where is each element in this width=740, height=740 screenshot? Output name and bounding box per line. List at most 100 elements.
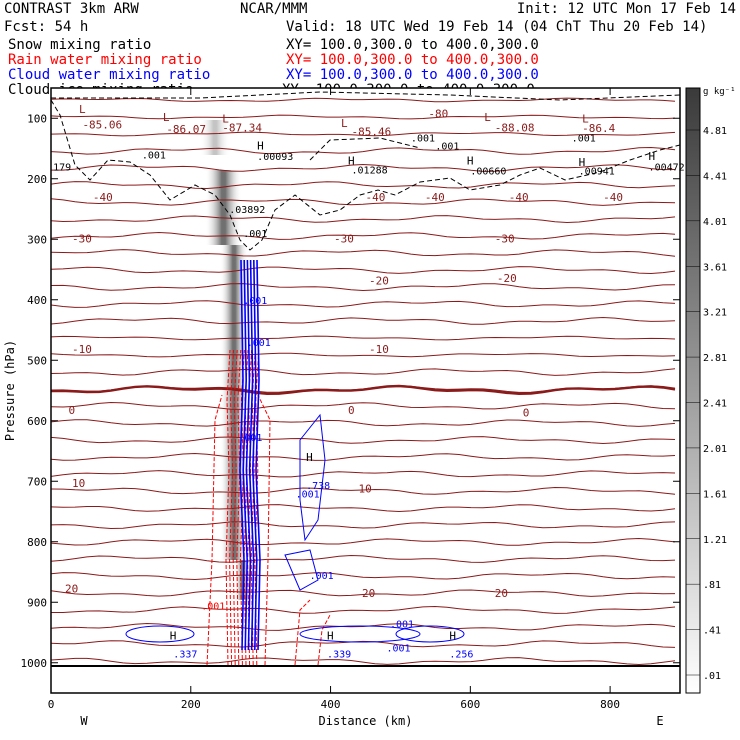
contour-value-label: .001: [243, 296, 267, 307]
contour-value-label: .256: [449, 650, 473, 661]
low-marker: L: [222, 112, 229, 125]
temperature-label: 10: [359, 483, 372, 496]
rain-contour: [294, 599, 311, 666]
x-tick-label: 400: [321, 698, 341, 711]
temperature-contour: [51, 640, 676, 648]
contour-value-label: .001: [247, 338, 271, 349]
low-marker: L: [582, 112, 589, 125]
temperature-contour: [51, 521, 676, 530]
contour-value-label: .001: [435, 141, 459, 152]
contour-value-label: .00093: [257, 152, 293, 163]
temperature-label: 20: [495, 587, 508, 600]
high-marker: H: [348, 155, 355, 168]
temperature-label: -87.34: [222, 121, 262, 134]
temperature-contour: [51, 249, 676, 257]
temperature-label: 20: [65, 582, 78, 595]
x-tick-label: 800: [600, 698, 620, 711]
cloud-water-contour: [284, 549, 319, 591]
colorbar-label: 2.01: [703, 444, 727, 455]
y-tick-label: 700: [27, 475, 47, 488]
temperature-contour: [51, 131, 676, 137]
temperature-contour: [51, 537, 676, 546]
temperature-contour: [51, 605, 676, 614]
temperature-contour: [51, 419, 676, 427]
low-marker: L: [341, 117, 348, 130]
temperature-label: -40: [509, 191, 529, 204]
temperature-contour: [51, 198, 676, 206]
temperature-label: 0: [348, 404, 355, 417]
temperature-contour: [51, 114, 676, 120]
cloud-ice-contour: [51, 91, 680, 101]
contour-value-label: .00660: [470, 166, 506, 177]
contour-value-label: .001: [390, 619, 414, 630]
colorbar-label: 4.01: [703, 217, 727, 228]
contour-value-label: .01288: [352, 166, 388, 177]
temperature-label: -30: [72, 233, 92, 246]
x-tick-label: 0: [48, 698, 55, 711]
contour-value-label: .001: [386, 644, 410, 655]
temperature-label: -10: [369, 343, 389, 356]
colorbar-label: .41: [703, 626, 721, 637]
temperature-label: -40: [93, 191, 113, 204]
colorbar-label: 1.21: [703, 535, 727, 546]
colorbar-label: .01: [703, 671, 721, 682]
cloud-water-contour: [125, 625, 195, 643]
low-marker: L: [163, 111, 170, 124]
temperature-label: -40: [425, 191, 445, 204]
y-axis-label: Pressure (hPa): [3, 340, 17, 441]
contour-value-label: .001: [296, 489, 320, 500]
contour-value-label: .00941: [579, 166, 615, 177]
temperature-label: -10: [72, 343, 92, 356]
contour-value-label: .001: [310, 571, 334, 582]
temperature-label: -86.4: [582, 122, 615, 135]
high-marker: H: [449, 630, 456, 643]
temperature-label: -40: [603, 191, 623, 204]
plot-title: CONTRAST 3km ARW: [4, 1, 139, 17]
temperature-contour: [51, 352, 676, 358]
temperature-contour: [51, 401, 676, 410]
temperature-label: 0: [68, 404, 75, 417]
contour-value-label: .001: [201, 601, 225, 612]
temperature-contour: [51, 146, 676, 155]
temperature-contour: [51, 300, 676, 308]
field-snow-xy: XY= 100.0,300.0 to 400.0,300.0: [286, 37, 539, 53]
colorbar-label: 4.81: [703, 126, 727, 137]
field-snow-name: Snow mixing ratio: [8, 37, 152, 53]
temperature-contour: [51, 97, 676, 103]
cloud-water-contour: [299, 413, 326, 542]
temperature-contour: [51, 436, 676, 445]
temperature-label: -30: [495, 233, 515, 246]
forecast-hour: Fcst: 54 h: [4, 19, 89, 35]
temperature-contour: [51, 589, 676, 597]
direction-west: W: [80, 714, 88, 728]
colorbar: [685, 87, 701, 694]
cloud-water-contour: [248, 259, 255, 651]
snow-plume: [205, 170, 242, 245]
contour-value-label: .337: [173, 650, 197, 661]
rain-contour: [229, 349, 235, 666]
field-rain-name: Rain water mixing ratio: [8, 52, 202, 68]
contour-value-label: .001: [238, 433, 262, 444]
temperature-label: 20: [362, 587, 375, 600]
high-marker: H: [306, 451, 313, 464]
field-rain-xy: XY= 100.0,300.0 to 400.0,300.0: [286, 52, 539, 68]
cloud-ice-contour: [51, 99, 680, 251]
contour-value-label: .001: [243, 229, 267, 240]
high-marker: H: [170, 630, 177, 643]
y-tick-label: 900: [27, 596, 47, 609]
low-marker: L: [79, 103, 86, 116]
init-time: Init: 12 UTC Mon 17 Feb 14: [516, 1, 736, 17]
temperature-contour: [51, 163, 676, 172]
temperature-contour: [51, 504, 676, 513]
cloud-ice-contour: [309, 137, 421, 161]
contour-value-label: .339: [327, 650, 351, 661]
snow-plume: [220, 245, 248, 560]
colorbar-label: .81: [703, 580, 721, 591]
cloud-water-contour: [251, 259, 258, 651]
temperature-label: -85.06: [82, 118, 122, 131]
temperature-contour: [51, 283, 676, 292]
cloud-water-contour: [299, 625, 421, 643]
rain-contour: [254, 349, 260, 666]
rain-contour: [250, 349, 256, 666]
